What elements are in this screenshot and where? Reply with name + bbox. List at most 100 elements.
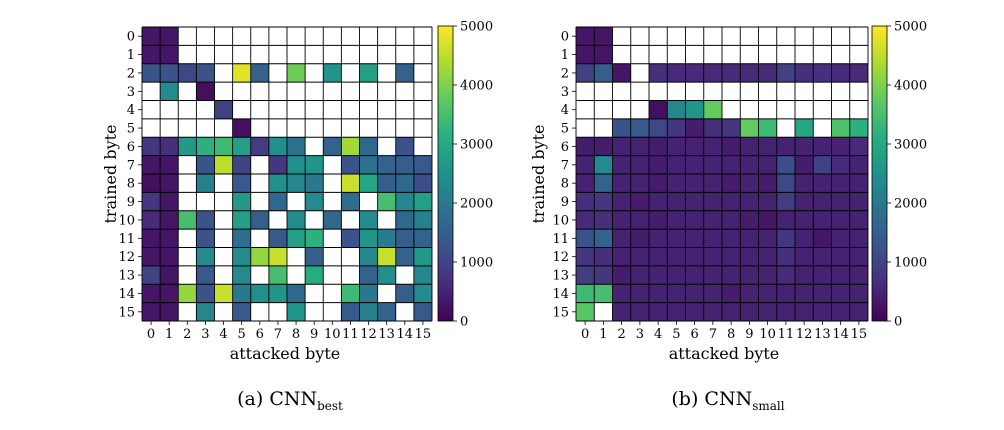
heatmap-cell <box>813 100 832 119</box>
heatmap-cell <box>758 82 777 101</box>
heatmap-cell <box>685 45 704 64</box>
heatmap-cell <box>776 174 795 193</box>
y-tick-label: 4 <box>561 103 569 118</box>
heatmap-cell <box>831 82 850 101</box>
heatmap-cell <box>178 118 197 138</box>
heatmap-cell <box>649 155 668 175</box>
heatmap-cell <box>377 210 396 230</box>
heatmap-cell <box>196 27 215 46</box>
heatmap-cell <box>287 100 306 119</box>
heatmap-cell <box>813 45 832 64</box>
heatmap-cell <box>268 247 288 266</box>
heatmap-cell <box>178 174 197 193</box>
heatmap-cell <box>178 229 197 248</box>
heatmap-cell <box>305 284 324 303</box>
heatmap-cell <box>305 265 324 285</box>
heatmap-cell <box>722 155 741 175</box>
heatmap-cell <box>341 63 360 83</box>
heatmap-cell <box>685 137 704 156</box>
heatmap-cell <box>649 229 668 248</box>
heatmap-cell <box>196 210 215 230</box>
heatmap-cell <box>594 82 613 101</box>
heatmap-cell <box>305 192 324 211</box>
x-tick-label: 7 <box>274 327 282 342</box>
y-tick-label: 1 <box>127 48 135 63</box>
heatmap-cell <box>795 229 814 248</box>
heatmap-cell <box>795 192 814 211</box>
heatmap-cell <box>196 118 215 138</box>
heatmap-cell <box>649 63 668 83</box>
heatmap-cell <box>849 265 868 285</box>
heatmap-cell <box>795 174 814 193</box>
heatmap-cell <box>395 155 414 175</box>
heatmap-cell <box>214 302 233 322</box>
heatmap-cell <box>214 137 233 156</box>
heatmap-cell <box>232 45 251 64</box>
heatmap-cell <box>740 302 759 322</box>
heatmap-cell <box>413 247 433 266</box>
heatmap-cell <box>703 247 722 266</box>
heatmap-cell <box>831 174 850 193</box>
colorbar-tick-label: 5000 <box>460 20 493 35</box>
x-tick-label: 6 <box>690 327 698 342</box>
heatmap-cell <box>232 229 251 248</box>
heatmap-cell <box>323 302 342 322</box>
heatmap-cell <box>795 27 814 46</box>
heatmap-cell <box>776 192 795 211</box>
heatmap-cell <box>268 210 288 230</box>
heatmap-cell <box>612 302 631 322</box>
heatmap-cell <box>287 284 306 303</box>
y-tick-label: 6 <box>561 140 569 155</box>
heatmap-cell <box>413 137 433 156</box>
heatmap-cell <box>142 174 161 193</box>
heatmap-cell <box>232 247 251 266</box>
heatmap-cell <box>740 45 759 64</box>
heatmap-cell <box>758 265 777 285</box>
heatmap-cell <box>214 100 233 119</box>
heatmap-cell <box>813 82 832 101</box>
heatmap-cell <box>776 82 795 101</box>
heatmap-cell <box>323 210 342 230</box>
heatmap-cell <box>795 137 814 156</box>
heatmap-cell <box>612 27 631 46</box>
heatmap-cell <box>722 27 741 46</box>
heatmap-cell <box>305 118 324 138</box>
caption-a: (a) CNNbest <box>237 388 343 413</box>
x-tick-label: 3 <box>636 327 644 342</box>
heatmap-cell <box>795 284 814 303</box>
heatmap-cell <box>377 229 396 248</box>
heatmap-cell <box>214 284 233 303</box>
heatmap-cell <box>142 229 161 248</box>
heatmap-cell <box>594 247 613 266</box>
heatmap-cell <box>413 118 433 138</box>
heatmap-cell <box>160 174 179 193</box>
heatmap-cell <box>630 137 649 156</box>
heatmap-cell <box>323 284 342 303</box>
heatmap-cell <box>722 100 741 119</box>
y-tick-label: 9 <box>127 195 135 210</box>
x-tick-label: 4 <box>219 327 227 342</box>
heatmap-cell <box>813 137 832 156</box>
heatmap-cell <box>813 247 832 266</box>
heatmap-cell <box>685 82 704 101</box>
heatmap-cell <box>178 45 197 64</box>
heatmap-cell <box>831 229 850 248</box>
y-tick-label: 11 <box>118 232 135 247</box>
heatmap-cell <box>849 192 868 211</box>
heatmap-cell <box>413 284 433 303</box>
heatmap-cell <box>323 118 342 138</box>
heatmap-cell <box>232 27 251 46</box>
heatmap-cell <box>576 155 595 175</box>
heatmap-cell <box>703 174 722 193</box>
heatmap-cell <box>813 63 832 83</box>
heatmap-cell <box>649 45 668 64</box>
heatmap-cell <box>196 137 215 156</box>
heatmap-cell <box>160 284 179 303</box>
x-tick-label: 14 <box>397 327 414 342</box>
heatmap-cell <box>576 118 595 138</box>
y-tick-label: 5 <box>127 122 135 137</box>
heatmap-cell <box>359 45 378 64</box>
heatmap-cell <box>849 155 868 175</box>
heatmap-cell <box>323 192 342 211</box>
